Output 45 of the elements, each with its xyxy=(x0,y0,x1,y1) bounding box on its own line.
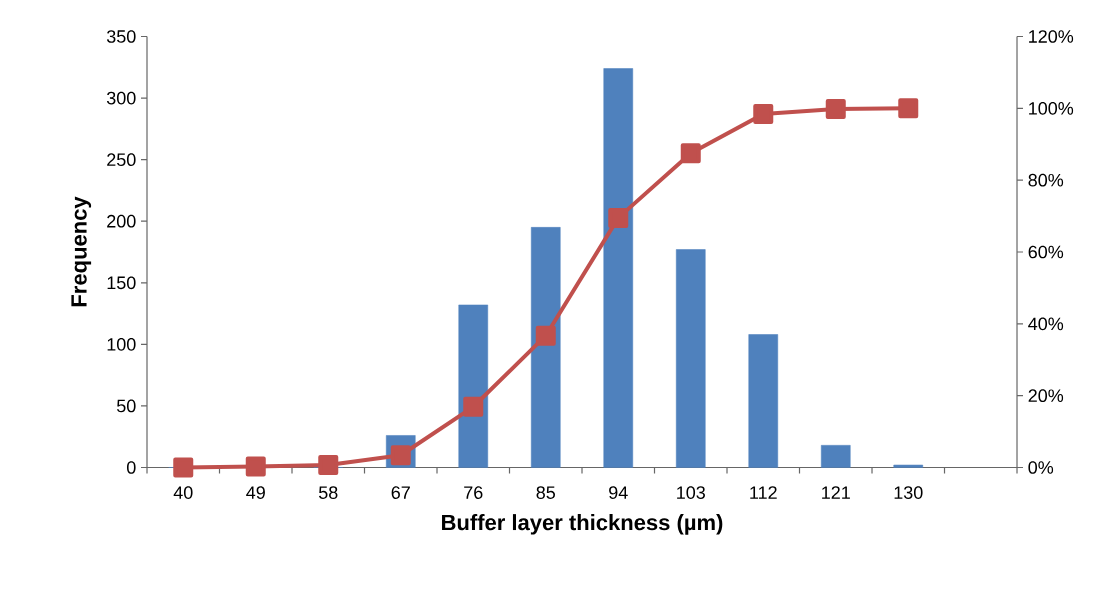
y-tick-label: 0 xyxy=(126,461,136,474)
point xyxy=(318,454,339,475)
y2-tick-label: 20% xyxy=(1028,389,1064,403)
y2-tick-label: 40% xyxy=(1028,317,1064,331)
x-tick-label: 121 xyxy=(822,486,850,499)
point xyxy=(753,104,774,125)
y-tick-label: 150 xyxy=(107,276,136,290)
bar xyxy=(458,304,489,468)
point xyxy=(680,143,701,164)
bar xyxy=(820,445,851,468)
y-tick-label: 200 xyxy=(107,214,136,228)
x-tick-label: 49 xyxy=(246,486,265,499)
y-tick-label: 350 xyxy=(106,30,136,43)
point xyxy=(245,456,266,477)
point xyxy=(608,207,629,228)
point xyxy=(463,396,484,417)
point xyxy=(173,457,194,478)
y2-tick-label: 0% xyxy=(1028,461,1054,474)
bar xyxy=(748,334,779,468)
y2-tick-label: 80% xyxy=(1028,173,1064,187)
x-axis-title: Buffer layer thickness (µm) xyxy=(442,514,723,535)
x-tick-label: 94 xyxy=(609,486,628,499)
bar xyxy=(675,249,706,468)
x-tick-label: 76 xyxy=(464,486,483,499)
bar xyxy=(603,68,634,468)
x-tick-label: 130 xyxy=(894,486,923,499)
x-tick-label: 58 xyxy=(318,486,338,499)
point xyxy=(825,99,846,120)
point xyxy=(898,98,919,119)
x-tick-label: 85 xyxy=(536,486,556,499)
point xyxy=(535,325,556,346)
y-tick-label: 50 xyxy=(116,399,136,413)
x-tick-label: 40 xyxy=(173,486,193,499)
bar xyxy=(530,227,561,468)
y-tick-label: 250 xyxy=(107,153,136,166)
y2-tick-label: 60% xyxy=(1028,245,1064,259)
y2-tick-label: 120% xyxy=(1029,30,1074,43)
x-tick-label: 67 xyxy=(391,486,410,499)
y-tick-label: 300 xyxy=(106,91,136,105)
x-tick-label: 103 xyxy=(677,486,705,499)
y-tick-label: 100 xyxy=(107,337,136,351)
y-axis-title: Frequency xyxy=(71,196,92,307)
bar xyxy=(893,464,924,468)
x-tick-label: 112 xyxy=(750,486,777,499)
y2-tick-label: 100% xyxy=(1029,101,1074,115)
